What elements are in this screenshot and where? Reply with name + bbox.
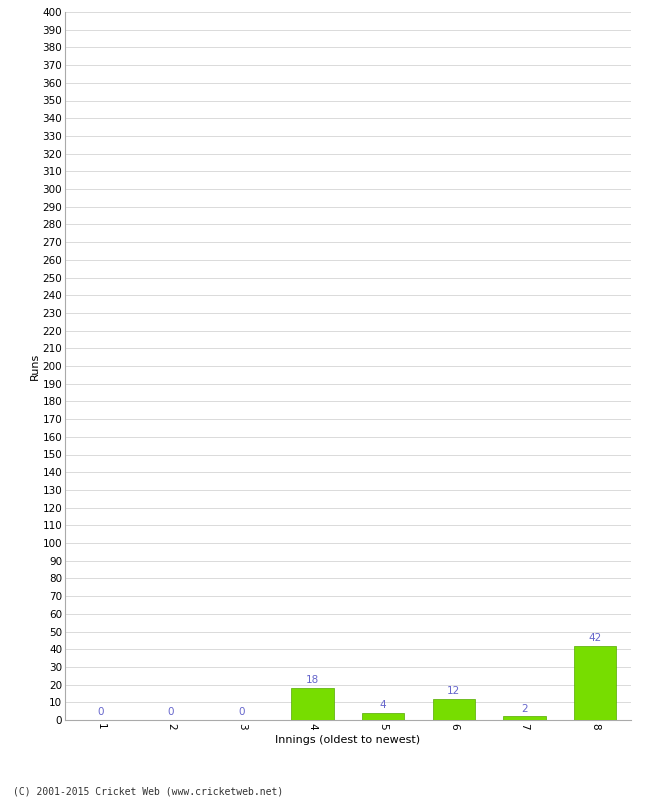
Bar (362, 713, 404, 720)
Text: (C) 2001-2015 Cricket Web (www.cricketweb.net): (C) 2001-2015 Cricket Web (www.cricketwe… (13, 786, 283, 796)
Text: 42: 42 (588, 633, 602, 643)
Text: 2: 2 (521, 704, 528, 714)
Text: 0: 0 (168, 707, 174, 718)
X-axis label: Innings (oldest to newest): Innings (oldest to newest) (275, 735, 421, 745)
Text: 12: 12 (447, 686, 460, 696)
Bar (574, 646, 616, 720)
Text: 4: 4 (380, 700, 386, 710)
Text: 0: 0 (97, 707, 103, 718)
Bar (291, 688, 333, 720)
Bar (503, 717, 545, 720)
Bar (433, 698, 475, 720)
Text: 0: 0 (239, 707, 245, 718)
Text: 18: 18 (306, 675, 319, 686)
Y-axis label: Runs: Runs (30, 352, 40, 380)
